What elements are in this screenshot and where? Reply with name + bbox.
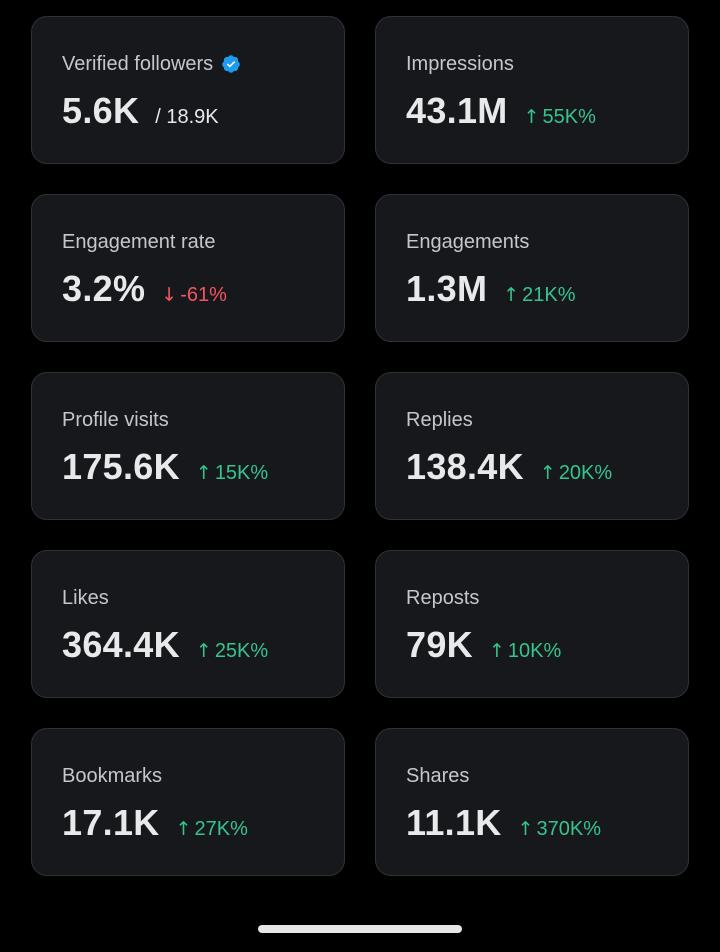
metric-label: Verified followers bbox=[62, 53, 214, 75]
change-value: -61% bbox=[180, 284, 227, 306]
metric-value: 43.1M bbox=[406, 90, 508, 131]
metric-value: 1.3M bbox=[406, 268, 488, 309]
card-reposts[interactable]: Reposts 79K ↑ 10K% bbox=[375, 550, 689, 698]
card-verified-followers[interactable]: Verified followers 5.6K / 18.9K bbox=[31, 16, 345, 164]
verified-badge-icon bbox=[221, 54, 241, 74]
metric-value: 3.2% bbox=[62, 268, 146, 309]
label-row: Engagements bbox=[406, 229, 688, 255]
metric-value: 79K bbox=[406, 624, 473, 665]
metric-label: Reposts bbox=[406, 587, 480, 609]
metric-label: Bookmarks bbox=[62, 765, 163, 787]
value-row: 175.6K ↑ 15K% bbox=[62, 445, 344, 489]
change-value: 21K% bbox=[522, 284, 576, 306]
card-impressions[interactable]: Impressions 43.1M ↑ 55K% bbox=[375, 16, 689, 164]
change-value: 10K% bbox=[507, 640, 562, 662]
value-row: 5.6K / 18.9K bbox=[62, 89, 344, 133]
value-row: 138.4K ↑ 20K% bbox=[406, 445, 688, 489]
metric-label: Shares bbox=[406, 765, 470, 787]
change-value: 370K% bbox=[536, 818, 602, 840]
metric-change: ↑ 10K% bbox=[489, 640, 561, 663]
value-row: 79K ↑ 10K% bbox=[406, 623, 688, 667]
metric-change: ↑ 21K% bbox=[503, 284, 575, 307]
metric-value: 11.1K bbox=[406, 802, 502, 843]
label-row: Likes bbox=[62, 585, 344, 611]
change-value: 15K% bbox=[214, 462, 269, 484]
value-row: 43.1M ↑ 55K% bbox=[406, 89, 688, 133]
metric-value: 364.4K bbox=[62, 624, 180, 665]
metric-label: Engagement rate bbox=[62, 231, 216, 253]
metric-value: 5.6K bbox=[62, 90, 140, 131]
metric-value: 17.1K bbox=[62, 802, 160, 843]
label-row: Reposts bbox=[406, 585, 688, 611]
metric-change: ↑ 20K% bbox=[540, 462, 612, 485]
metric-label: Likes bbox=[62, 587, 109, 609]
metric-label: Profile visits bbox=[62, 409, 169, 431]
arrow-up-icon: ↑ bbox=[523, 106, 540, 128]
label-row: Replies bbox=[406, 407, 688, 433]
metric-label: Impressions bbox=[406, 53, 514, 75]
arrow-up-icon: ↑ bbox=[195, 462, 212, 484]
metric-change: ↑ 27K% bbox=[176, 818, 248, 841]
metric-label: Engagements bbox=[406, 231, 530, 253]
metric-value: 138.4K bbox=[406, 446, 524, 487]
metric-change: ↑ 15K% bbox=[196, 462, 268, 485]
home-indicator[interactable] bbox=[258, 925, 462, 933]
arrow-up-icon: ↑ bbox=[539, 462, 556, 484]
value-row: 3.2% ↓ -61% bbox=[62, 267, 344, 311]
card-profile-visits[interactable]: Profile visits 175.6K ↑ 15K% bbox=[31, 372, 345, 520]
metrics-grid: Verified followers 5.6K / 18.9K Impressi… bbox=[31, 16, 689, 876]
label-row: Impressions bbox=[406, 51, 688, 77]
change-value: 25K% bbox=[214, 640, 269, 662]
metric-change: ↑ 370K% bbox=[518, 818, 601, 841]
card-engagements[interactable]: Engagements 1.3M ↑ 21K% bbox=[375, 194, 689, 342]
arrow-up-icon: ↑ bbox=[175, 818, 192, 840]
arrow-up-icon: ↑ bbox=[488, 640, 505, 662]
card-shares[interactable]: Shares 11.1K ↑ 370K% bbox=[375, 728, 689, 876]
card-likes[interactable]: Likes 364.4K ↑ 25K% bbox=[31, 550, 345, 698]
arrow-up-icon: ↑ bbox=[517, 818, 534, 840]
arrow-down-icon: ↓ bbox=[161, 284, 178, 306]
metric-label: Replies bbox=[406, 409, 473, 431]
change-value: 20K% bbox=[558, 462, 613, 484]
label-row: Shares bbox=[406, 763, 688, 789]
label-row: Verified followers bbox=[62, 51, 344, 77]
change-value: 27K% bbox=[194, 818, 248, 840]
card-engagement-rate[interactable]: Engagement rate 3.2% ↓ -61% bbox=[31, 194, 345, 342]
metric-change: ↓ -61% bbox=[161, 284, 227, 307]
arrow-up-icon: ↑ bbox=[503, 284, 520, 306]
card-replies[interactable]: Replies 138.4K ↑ 20K% bbox=[375, 372, 689, 520]
label-row: Bookmarks bbox=[62, 763, 344, 789]
metric-value: 175.6K bbox=[62, 446, 180, 487]
metric-change: ↑ 25K% bbox=[196, 640, 268, 663]
value-row: 364.4K ↑ 25K% bbox=[62, 623, 344, 667]
arrow-up-icon: ↑ bbox=[195, 640, 212, 662]
metric-total: / 18.9K bbox=[155, 106, 219, 128]
value-row: 11.1K ↑ 370K% bbox=[406, 801, 688, 845]
label-row: Engagement rate bbox=[62, 229, 344, 255]
change-value: 55K% bbox=[542, 106, 596, 128]
value-row: 17.1K ↑ 27K% bbox=[62, 801, 344, 845]
value-row: 1.3M ↑ 21K% bbox=[406, 267, 688, 311]
label-row: Profile visits bbox=[62, 407, 344, 433]
metric-change: ↑ 55K% bbox=[524, 106, 596, 129]
card-bookmarks[interactable]: Bookmarks 17.1K ↑ 27K% bbox=[31, 728, 345, 876]
